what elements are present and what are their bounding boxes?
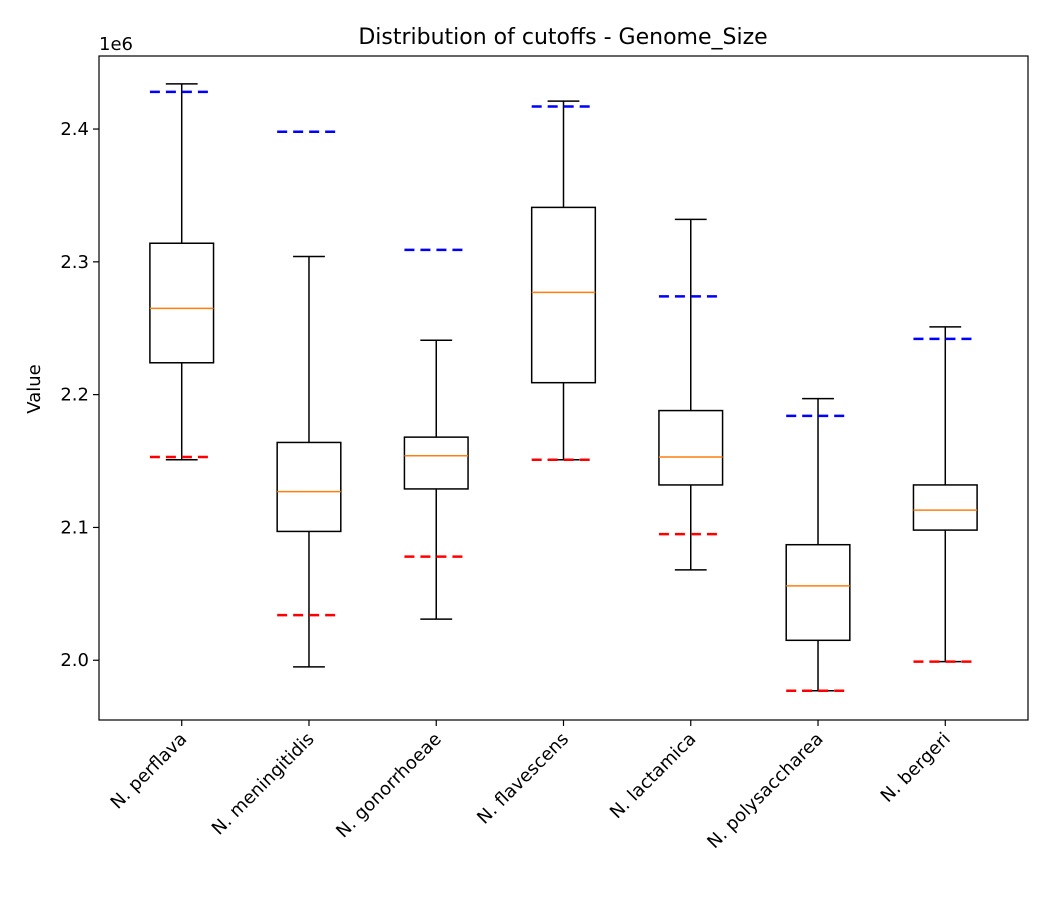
- x-axis: N. perflava N. meningitidis N. gonorrhoeae…: [107, 720, 955, 853]
- y-tick-label: 2.3: [60, 252, 89, 273]
- y-axis-label: Value: [24, 364, 45, 413]
- x-tick-label: N. perflava: [107, 729, 192, 814]
- y-axis: 2.0 2.1 2.2 2.3 2.4: [60, 119, 99, 671]
- box: [658, 409, 724, 486]
- box: [912, 484, 978, 531]
- box-group: [658, 218, 724, 571]
- box: [149, 242, 215, 364]
- box-group: [912, 326, 978, 663]
- plot-marks: [149, 83, 978, 693]
- box-group: [276, 130, 342, 668]
- box: [276, 441, 342, 533]
- box-group: [785, 397, 851, 693]
- box: [785, 543, 851, 642]
- y-tick-label: 2.0: [60, 650, 89, 671]
- box-group: [403, 248, 469, 620]
- y-axis-offset-label: 1e6: [99, 34, 133, 55]
- x-tick-label: N. polysaccharea: [703, 729, 827, 853]
- y-tick-label: 2.1: [60, 517, 89, 538]
- x-tick-label: N. meningitidis: [208, 729, 319, 840]
- box-group: [530, 100, 597, 461]
- y-tick-label: 2.2: [60, 385, 89, 406]
- box: [530, 206, 597, 384]
- y-tick-label: 2.4: [60, 119, 89, 140]
- box: [403, 436, 469, 490]
- x-tick-label: N. gonorrhoeae: [332, 729, 446, 843]
- x-tick-label: N. flavescens: [473, 729, 573, 829]
- x-tick-label: N. lactamica: [606, 729, 700, 823]
- box-group: [149, 83, 215, 461]
- x-tick-label: N. bergeri: [877, 729, 955, 807]
- chart-title: Distribution of cutoffs - Genome_Size: [358, 25, 767, 50]
